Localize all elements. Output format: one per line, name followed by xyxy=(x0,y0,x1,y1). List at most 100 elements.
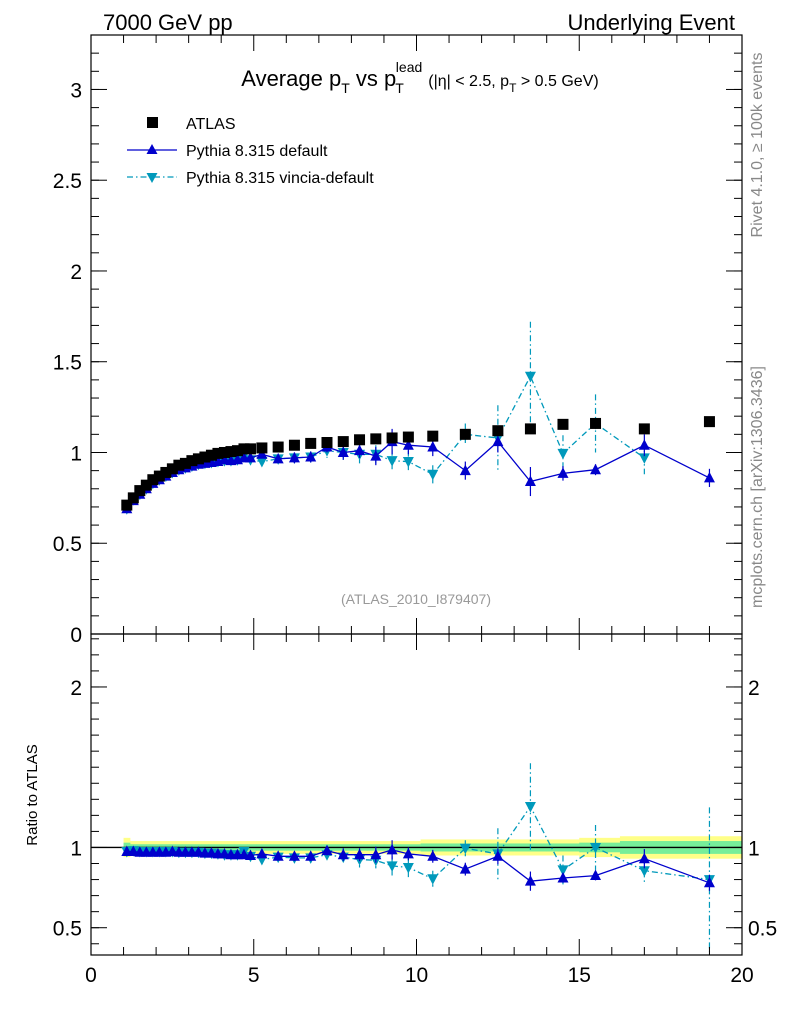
data-point xyxy=(140,479,152,491)
data-point xyxy=(127,492,139,504)
ratio-frame xyxy=(90,633,743,956)
data-point xyxy=(205,847,217,858)
data-point xyxy=(703,471,715,483)
legend-marker-vincia xyxy=(146,173,158,183)
data-point xyxy=(402,863,414,874)
data-point xyxy=(557,865,569,876)
data-point xyxy=(218,446,230,458)
data-point xyxy=(590,869,602,881)
data-point xyxy=(386,456,398,467)
data-point xyxy=(337,848,349,860)
x-tick-label: 5 xyxy=(248,964,260,987)
data-point xyxy=(205,449,217,461)
y-tick-label: 1.5 xyxy=(53,352,82,375)
data-point xyxy=(166,463,178,475)
y-tick-label-right: 2 xyxy=(748,677,760,700)
data-point xyxy=(337,436,349,448)
y-tick-label: 0 xyxy=(70,624,82,647)
data-point xyxy=(370,450,382,461)
data-point xyxy=(524,371,536,383)
data-point xyxy=(192,453,204,465)
data-point xyxy=(524,423,536,435)
data-point xyxy=(590,842,602,854)
legend-label-default: Pythia 8.315 default xyxy=(186,143,328,160)
data-point xyxy=(703,876,715,888)
data-point xyxy=(147,474,159,486)
data-point xyxy=(127,845,139,856)
ratio-panel: 0.5 0.51 12 20 5 10 15 20 xyxy=(53,633,777,987)
y-tick-label: 2.5 xyxy=(53,170,82,193)
data-point xyxy=(192,846,204,857)
analysis-watermark: (ATLAS_2010_I879407) xyxy=(341,591,491,607)
data-point xyxy=(160,466,172,478)
data-point xyxy=(638,453,650,464)
data-point xyxy=(557,871,569,883)
legend: ATLAS Pythia 8.315 default Pythia 8.315 … xyxy=(127,116,374,187)
data-point xyxy=(179,457,191,469)
x-tick-label: 10 xyxy=(405,964,428,987)
data-point xyxy=(305,451,317,462)
data-point xyxy=(402,439,414,450)
header-right: Underlying Event xyxy=(567,10,735,35)
data-point xyxy=(370,848,382,860)
data-point xyxy=(638,423,650,435)
x-tick-label: 20 xyxy=(730,964,753,987)
data-point xyxy=(590,463,602,475)
data-point xyxy=(703,416,715,428)
data-point xyxy=(427,430,439,442)
data-point xyxy=(638,852,650,864)
data-point xyxy=(427,441,439,452)
data-point xyxy=(166,845,178,856)
data-point xyxy=(402,431,414,443)
data-point xyxy=(225,446,237,458)
data-point xyxy=(256,442,268,454)
data-point xyxy=(256,457,268,468)
legend-label-atlas: ATLAS xyxy=(186,116,236,133)
data-point xyxy=(238,848,250,860)
data-point xyxy=(492,850,504,861)
y-tick-label: 3 xyxy=(70,79,82,102)
data-point xyxy=(218,453,230,465)
data-point xyxy=(153,470,165,482)
data-point xyxy=(272,452,284,464)
data-point xyxy=(199,451,211,463)
data-point xyxy=(354,848,366,860)
y-tick-label: 1 xyxy=(70,442,82,465)
data-point xyxy=(321,844,333,856)
y-tick-label: 2 xyxy=(70,261,82,284)
header-left: 7000 GeV pp xyxy=(103,10,233,35)
data-point xyxy=(337,446,349,457)
data-point xyxy=(244,849,256,860)
data-point xyxy=(218,847,230,859)
side-label-mcplots: mcplots.cern.ch [arXiv:1306.3436] xyxy=(749,366,766,608)
y-tick-label-right: 1 xyxy=(748,837,760,860)
data-point xyxy=(557,467,569,478)
data-point xyxy=(173,459,185,471)
data-point xyxy=(459,464,471,476)
data-point xyxy=(370,433,382,445)
data-point xyxy=(524,802,536,813)
data-point xyxy=(492,435,504,447)
data-point xyxy=(638,439,650,450)
data-point xyxy=(256,847,268,859)
data-point xyxy=(557,418,569,430)
data-point xyxy=(427,850,439,861)
data-point xyxy=(244,443,256,455)
data-point xyxy=(238,443,250,455)
data-point xyxy=(256,448,268,459)
data-point xyxy=(134,485,146,497)
data-point xyxy=(402,457,414,468)
y-tick-label: 1 xyxy=(70,837,82,860)
data-point xyxy=(305,850,317,861)
x-tick-label: 15 xyxy=(568,964,591,987)
side-label-rivet: Rivet 4.1.0, ≥ 100k events xyxy=(749,53,766,238)
data-point xyxy=(386,432,398,444)
data-point xyxy=(386,861,398,872)
y-tick-label: 0.5 xyxy=(53,918,82,941)
data-point xyxy=(305,437,317,449)
data-point xyxy=(121,499,133,511)
data-point xyxy=(386,843,398,855)
data-point xyxy=(354,434,366,446)
data-point xyxy=(459,863,471,874)
data-point xyxy=(231,445,243,457)
